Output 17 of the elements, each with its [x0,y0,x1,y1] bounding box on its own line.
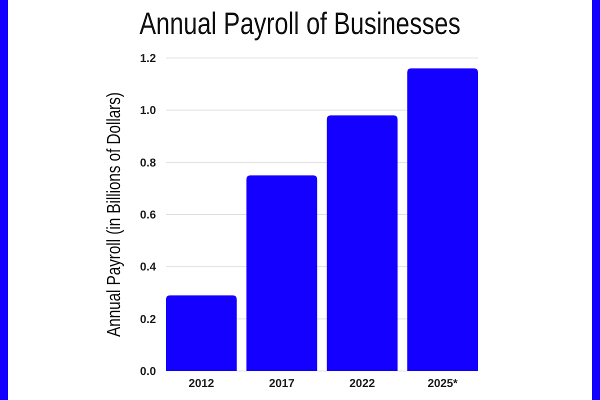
bar [246,175,318,371]
y-tick-label: 0.2 [140,314,156,326]
y-tick-label: 1.2 [140,53,156,66]
bar [166,295,237,371]
y-tick-label: 0.0 [140,366,156,378]
y-axis-title: Annual Payroll (in Billions of Dollars) [102,92,124,337]
x-tick-label: 2017 [268,378,295,390]
bar [326,115,398,371]
bar [407,68,478,371]
y-tick-label: 1.0 [140,105,156,118]
y-tick-label: 0.4 [140,262,157,274]
x-tick-label: 2012 [188,378,214,390]
y-tick-label: 0.6 [140,210,156,222]
x-tick-label: 2022 [349,378,376,390]
y-tick-label: 0.8 [140,157,157,170]
x-tick-label: 2025* [428,378,458,390]
chart-title: Annual Payroll of Businesses [139,6,461,41]
